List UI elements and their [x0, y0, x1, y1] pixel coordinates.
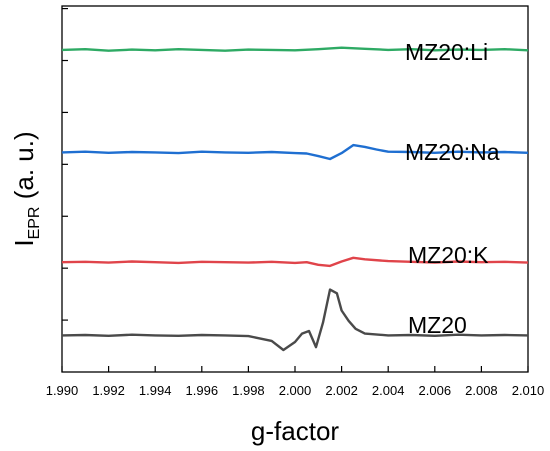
- y-axis-title: IEPR (a. u.): [9, 131, 43, 246]
- x-axis-ticks: 1.990 1.992 1.994 1.996 1.998 2.000 2.002 2.004…: [46, 366, 545, 398]
- x-tick-label: 2.004: [372, 383, 405, 398]
- x-tick-label: 2.008: [465, 383, 498, 398]
- x-tick-label: 1.998: [232, 383, 265, 398]
- x-tick-label: 2.002: [325, 383, 358, 398]
- series-labels: MZ20:Li MZ20:Na MZ20:K MZ20: [405, 39, 500, 338]
- series-line-mz20-li: [61, 46, 529, 52]
- x-tick-label: 2.006: [419, 383, 452, 398]
- y-axis-ticks: [62, 7, 68, 321]
- y-axis-title-sub: EPR: [26, 207, 43, 240]
- series-label-mz20-li: MZ20:Li: [405, 39, 488, 65]
- x-tick-label: 2.010: [512, 383, 545, 398]
- series-lines: [61, 46, 529, 352]
- series-label-mz20-na: MZ20:Na: [405, 139, 500, 165]
- series-line-mz20: [61, 288, 529, 352]
- x-tick-label: 2.000: [279, 383, 312, 398]
- y-axis-title-main: I: [9, 239, 39, 246]
- x-tick-label: 1.996: [186, 383, 219, 398]
- series-line-mz20-k: [61, 256, 529, 268]
- x-tick-label: 1.990: [46, 383, 79, 398]
- series-label-mz20-k: MZ20:K: [408, 242, 489, 268]
- x-tick-label: 1.992: [92, 383, 125, 398]
- x-tick-label: 1.994: [139, 383, 172, 398]
- y-axis-title-rest: (a. u.): [9, 131, 39, 206]
- series-label-mz20: MZ20: [408, 312, 467, 338]
- series-line-mz20-na: [61, 143, 529, 161]
- x-axis-title: g-factor: [251, 416, 339, 446]
